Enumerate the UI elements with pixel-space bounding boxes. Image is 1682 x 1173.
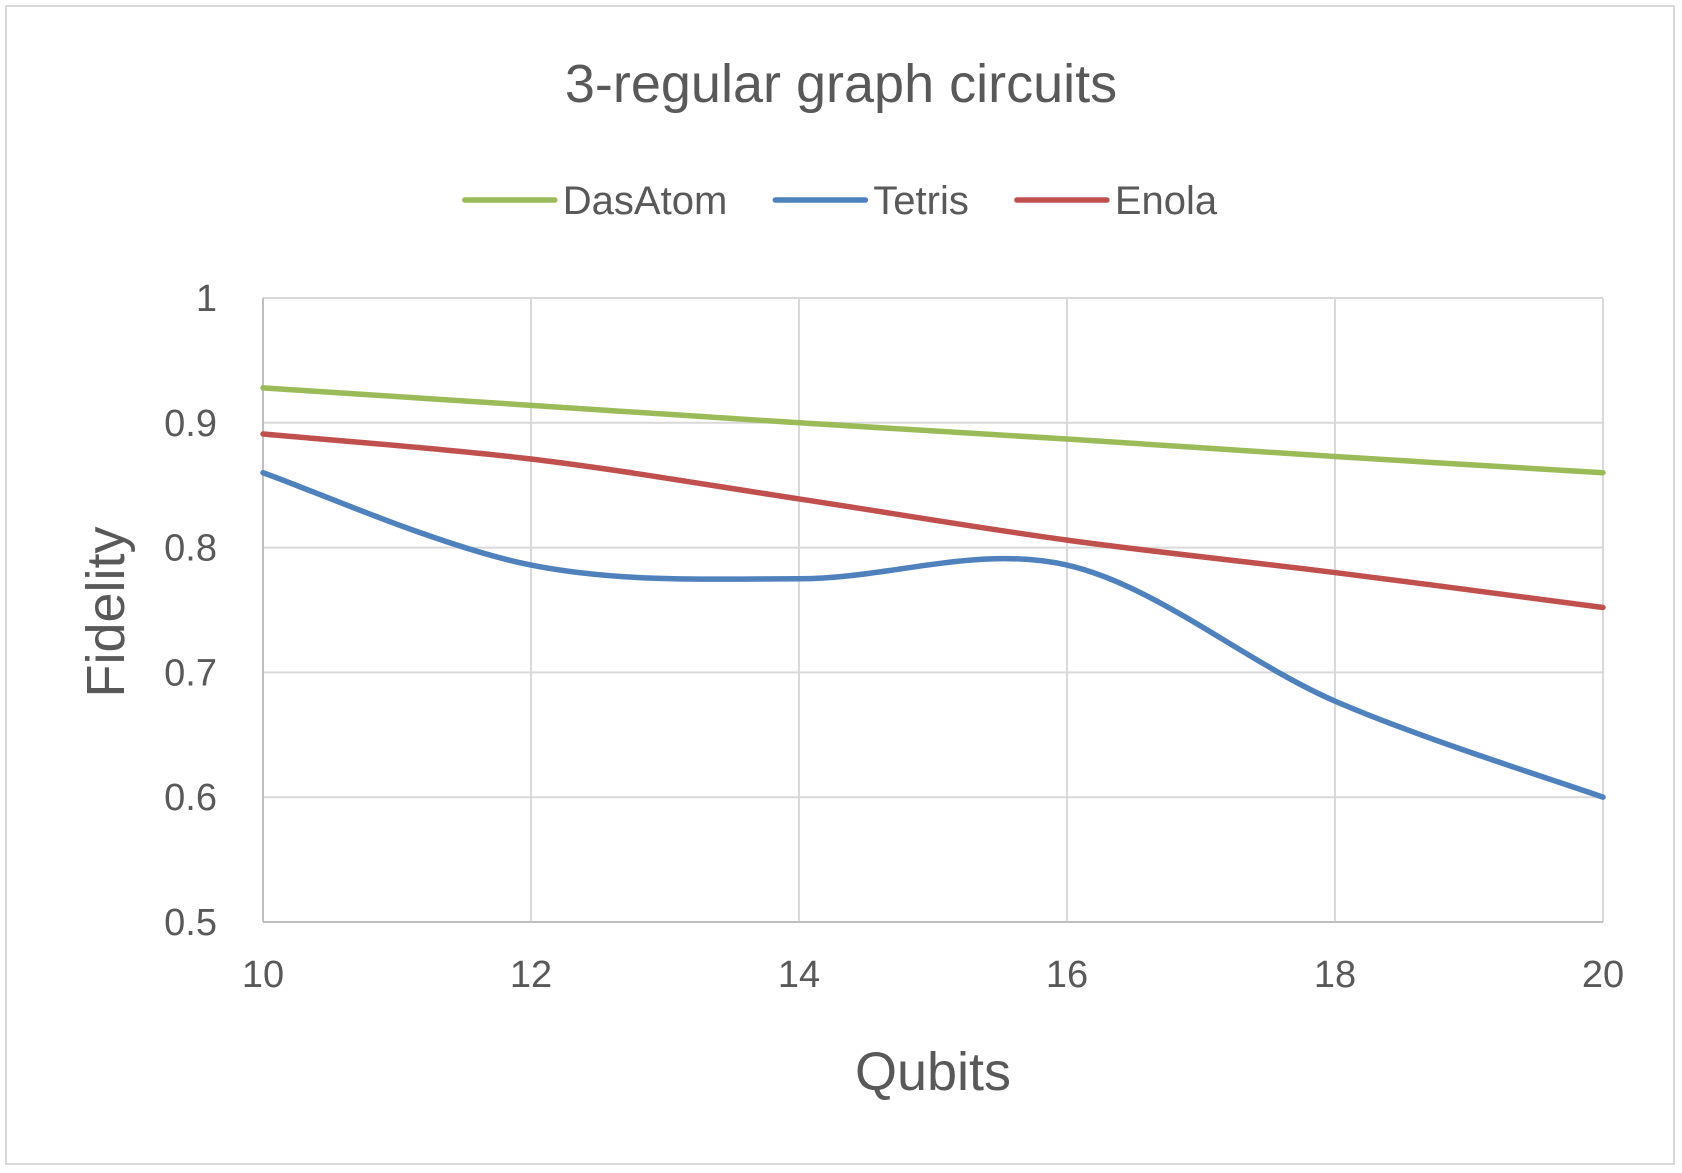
chart-title: 3-regular graph circuits <box>565 54 1117 114</box>
tick-labels: 0.5 0.6 0.7 0.8 0.9 1 10 12 14 16 18 20 <box>164 278 1624 996</box>
y-tick-label: 0.7 <box>164 652 217 694</box>
grid <box>263 297 1604 922</box>
x-tick-label: 10 <box>242 954 284 996</box>
x-tick-label: 14 <box>778 954 820 996</box>
legend: DasAtom Tetris Enola <box>462 179 1218 223</box>
axes <box>262 298 1603 923</box>
y-tick-label: 0.9 <box>164 403 217 445</box>
x-tick-label: 20 <box>1582 954 1624 996</box>
y-tick-label: 0.5 <box>164 902 217 944</box>
y-tick-label: 1 <box>196 278 217 320</box>
series-line-tetris <box>260 469 1606 800</box>
x-tick-label: 18 <box>1314 954 1356 996</box>
x-tick-label: 16 <box>1046 954 1088 996</box>
series-lines <box>260 385 1606 800</box>
legend-label-tetris: Tetris <box>873 179 969 223</box>
series-line-dasatom <box>260 385 1606 476</box>
x-axis-label: Qubits <box>855 1042 1011 1102</box>
legend-label-enola: Enola <box>1115 179 1218 223</box>
y-tick-label: 0.6 <box>164 777 217 819</box>
y-tick-label: 0.8 <box>164 528 217 570</box>
x-tick-label: 12 <box>510 954 552 996</box>
series-line-enola <box>260 431 1606 611</box>
legend-label-dasatom: DasAtom <box>563 179 728 223</box>
y-axis-label: Fidelity <box>76 526 136 697</box>
